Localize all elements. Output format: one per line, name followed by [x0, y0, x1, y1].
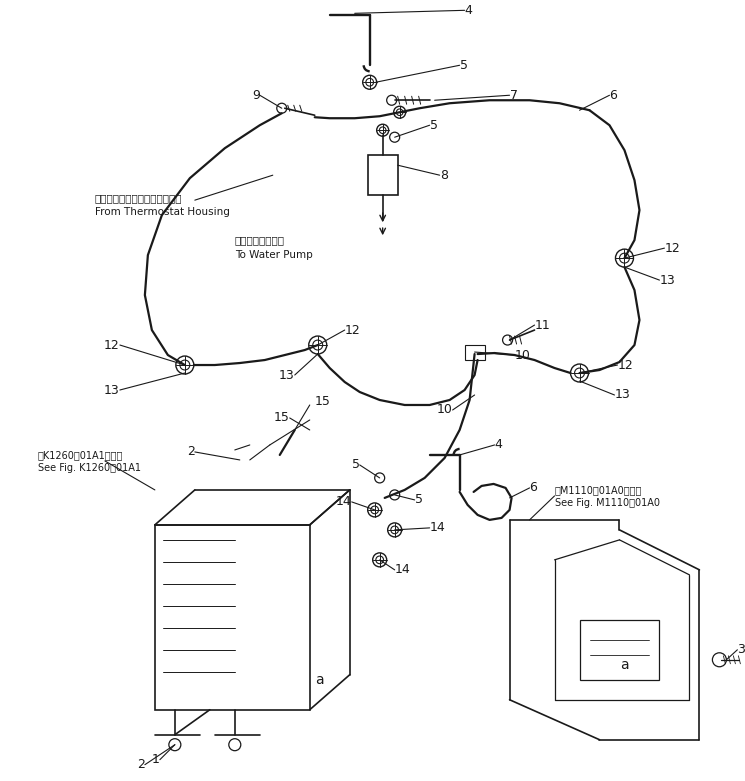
Text: 15: 15	[274, 412, 290, 425]
Text: 14: 14	[430, 522, 446, 534]
Text: 14: 14	[395, 563, 410, 576]
Text: 5: 5	[460, 59, 468, 72]
Bar	[155, 525, 310, 710]
Text: 12: 12	[618, 358, 633, 372]
Bar	[368, 155, 398, 195]
Text: 第K1260－01A1図参照: 第K1260－01A1図参照	[38, 450, 124, 460]
Text: 5: 5	[415, 494, 422, 506]
Text: To Water Pump: To Water Pump	[235, 250, 313, 260]
Text: 5: 5	[352, 458, 360, 472]
Text: 10: 10	[515, 348, 530, 362]
Text: 2: 2	[137, 758, 145, 771]
Text: 13: 13	[279, 369, 295, 381]
Text: 6: 6	[530, 481, 537, 494]
Text: 13: 13	[104, 383, 120, 397]
Bar	[580, 620, 659, 679]
Text: 13: 13	[659, 273, 675, 287]
Text: 12: 12	[345, 323, 361, 337]
Text: 8: 8	[440, 169, 448, 182]
Text: 11: 11	[535, 319, 551, 332]
Text: サーモスタットハウジングより: サーモスタットハウジングより	[95, 193, 183, 203]
Text: 15: 15	[314, 395, 331, 408]
Text: See Fig. K1260－01A1: See Fig. K1260－01A1	[38, 463, 141, 473]
Text: a: a	[315, 672, 324, 686]
Text: 2: 2	[187, 445, 195, 458]
Text: ウォータポンプへ: ウォータポンプへ	[235, 235, 285, 245]
Text: a: a	[620, 658, 629, 672]
Text: 5: 5	[430, 119, 437, 132]
Text: From Thermostat Housing: From Thermostat Housing	[95, 207, 229, 217]
Text: 10: 10	[437, 404, 453, 416]
Text: 4: 4	[495, 438, 502, 451]
Text: 12: 12	[104, 338, 120, 351]
Text: 7: 7	[510, 89, 518, 102]
Text: 1: 1	[152, 753, 160, 766]
Text: 9: 9	[252, 89, 260, 102]
Text: 13: 13	[615, 388, 630, 401]
Text: 3: 3	[738, 644, 745, 656]
Text: 14: 14	[336, 495, 352, 508]
Text: 第M1110－01A0図参照: 第M1110－01A0図参照	[554, 485, 642, 495]
Bar	[465, 345, 484, 360]
Text: 12: 12	[665, 241, 680, 255]
Text: 6: 6	[609, 89, 618, 102]
Text: See Fig. M1110－01A0: See Fig. M1110－01A0	[554, 498, 659, 508]
Text: 4: 4	[465, 4, 472, 17]
